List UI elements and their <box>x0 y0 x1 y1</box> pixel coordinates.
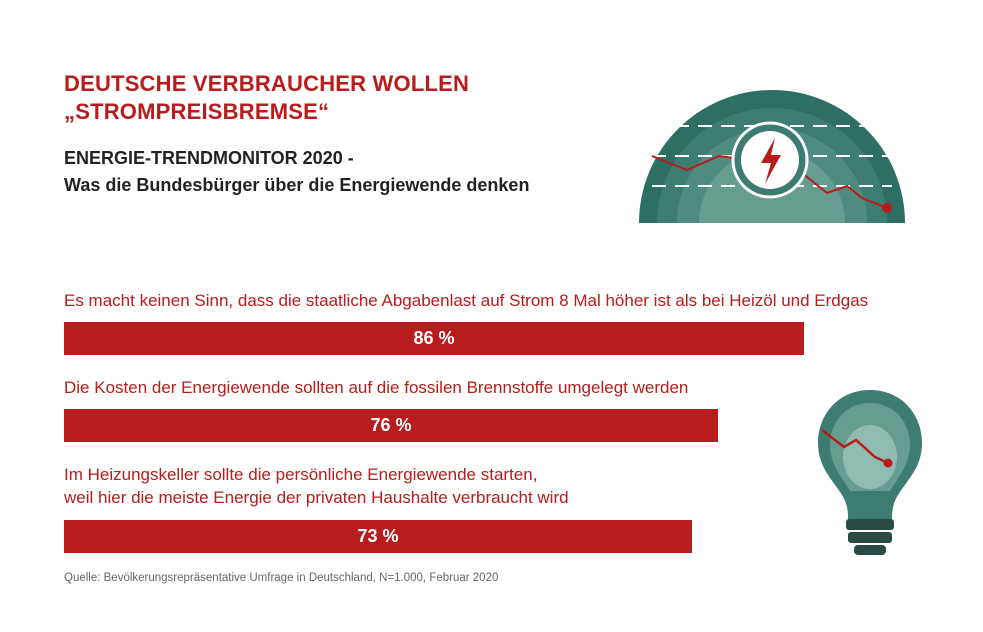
bar-value-1: 86 % <box>413 328 455 348</box>
question-label-3-line-1: Im Heizungskeller sollte die persönliche… <box>64 465 538 484</box>
bar-value-2: 76 % <box>370 415 412 435</box>
question-label-3: Im Heizungskeller sollte die persönliche… <box>64 463 569 509</box>
question-label-2: Die Kosten der Energiewende sollten auf … <box>64 376 688 399</box>
light-bulb-icon <box>818 390 922 555</box>
page-subtitle: ENERGIE-TRENDMONITOR 2020 - Was die Bund… <box>64 145 529 199</box>
bar-2: 76 % <box>64 409 718 442</box>
question-label-3-line-2: weil hier die meiste Energie der private… <box>64 488 569 507</box>
page-title: DEUTSCHE VERBRAUCHER WOLLEN „STROMPREISB… <box>64 70 469 126</box>
question-label-2-line-1: Die Kosten der Energiewende sollten auf … <box>64 378 689 397</box>
title-line-2: „STROMPREISBREMSE“ <box>64 99 330 124</box>
subtitle-line-1: ENERGIE-TRENDMONITOR 2020 - <box>64 148 354 168</box>
bar-1: 86 % <box>64 322 804 355</box>
energy-gauge-icon <box>639 90 905 223</box>
subtitle-line-2: Was die Bundesbürger über die Energiewen… <box>64 175 530 195</box>
source-note: Quelle: Bevölkerungsrepräsentative Umfra… <box>64 572 499 584</box>
question-label-1-line-1: Es macht keinen Sinn, dass die staatlich… <box>64 291 869 310</box>
bar-3: 73 % <box>64 520 692 553</box>
question-label-1: Es macht keinen Sinn, dass die staatlich… <box>64 289 868 312</box>
bar-value-3: 73 % <box>357 526 399 546</box>
title-line-1: DEUTSCHE VERBRAUCHER WOLLEN <box>64 71 470 96</box>
